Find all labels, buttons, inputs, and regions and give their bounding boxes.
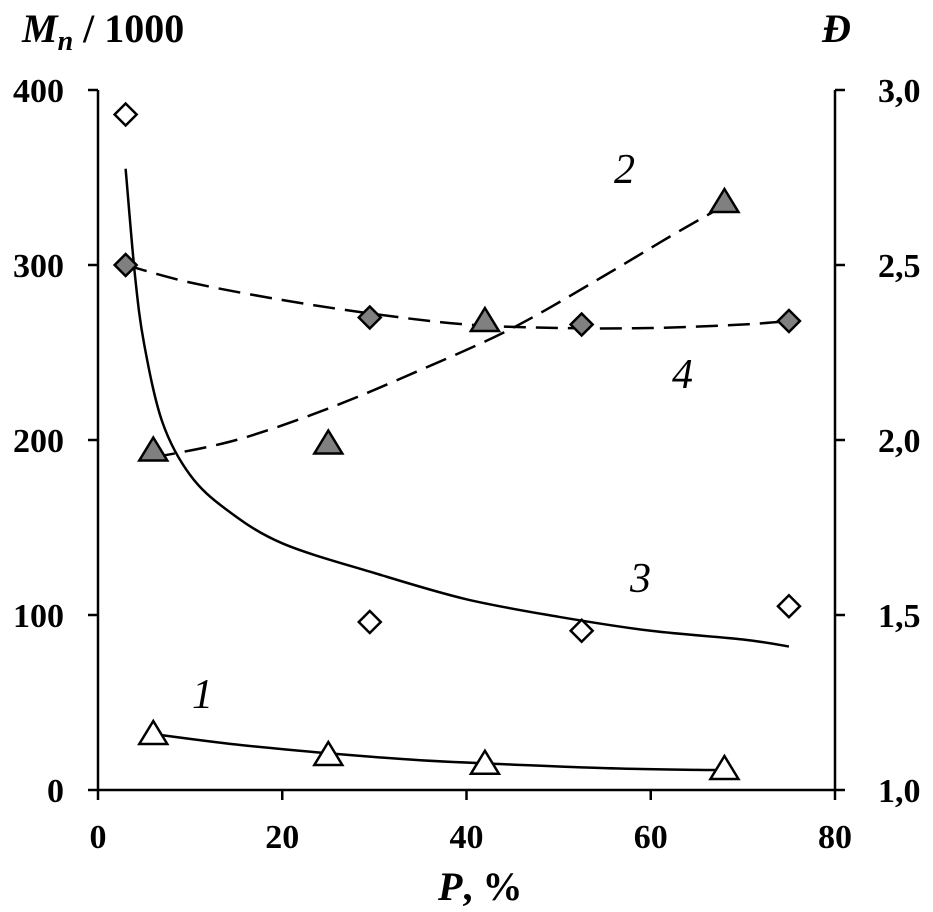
y-right-tick-label: 2,0 [878,423,921,460]
fit-curve-series-4 [125,263,789,330]
x-tick-label: 20 [265,819,299,856]
x-tick-label: 40 [450,819,484,856]
marker-series-2-point-2 [468,305,502,333]
y-left-tick-label: 100 [13,598,64,635]
marker-series-3-point-1 [357,609,383,635]
marker-series-2-point-3 [708,186,741,214]
data-markers [112,101,802,781]
marker-series-1-point-1 [312,739,345,767]
x-tick-label: 0 [90,819,107,856]
fit-curve-series-1 [153,732,725,772]
marker-series-4-point-0 [112,252,139,278]
y-left-tick-label: 300 [13,248,64,285]
marker-series-1-point-0 [137,718,170,746]
marker-series-2-point-1 [312,428,345,455]
axes: 0 20 40 60 80 0 100 200 300 400 1,0 1,5 2,0 2,5 3,0 [13,73,921,856]
fit-curve-series-3 [124,168,790,648]
marker-series-3-point-3 [776,593,802,620]
marker-series-2-point-0 [137,435,170,462]
y-left-tick-label: 200 [13,423,64,460]
curve-labels: 1 2 3 4 [192,147,693,718]
marker-series-3-point-2 [568,617,595,644]
curve-label-3: 3 [629,556,651,602]
x-tick-label: 60 [634,819,668,856]
marker-series-4-point-3 [776,308,802,334]
y-right-axis-title: Đ [821,6,851,51]
curve-label-2: 2 [614,147,635,193]
marker-series-1-point-3 [708,753,741,781]
marker-series-4-point-1 [357,304,383,331]
curve-label-4: 4 [672,352,693,398]
x-axis-title: P, % [437,864,522,909]
y-right-tick-label: 1,0 [878,773,921,810]
y-left-tick-label: 0 [47,773,64,810]
marker-series-4-point-2 [568,311,595,338]
y-right-tick-label: 1,5 [878,598,921,635]
fit-curve-series-2 [153,204,726,459]
y-left-tick-label: 400 [13,73,64,110]
x-tick-label: 80 [818,819,852,856]
marker-series-3-point-0 [112,101,139,128]
y-right-tick-label: 3,0 [878,73,921,110]
y-left-axis-title: Mn / 1000 [21,6,184,57]
marker-series-1-point-2 [468,748,502,775]
curve-label-1: 1 [192,672,213,718]
fit-curves [124,168,790,772]
y-right-tick-label: 2,5 [878,248,921,285]
